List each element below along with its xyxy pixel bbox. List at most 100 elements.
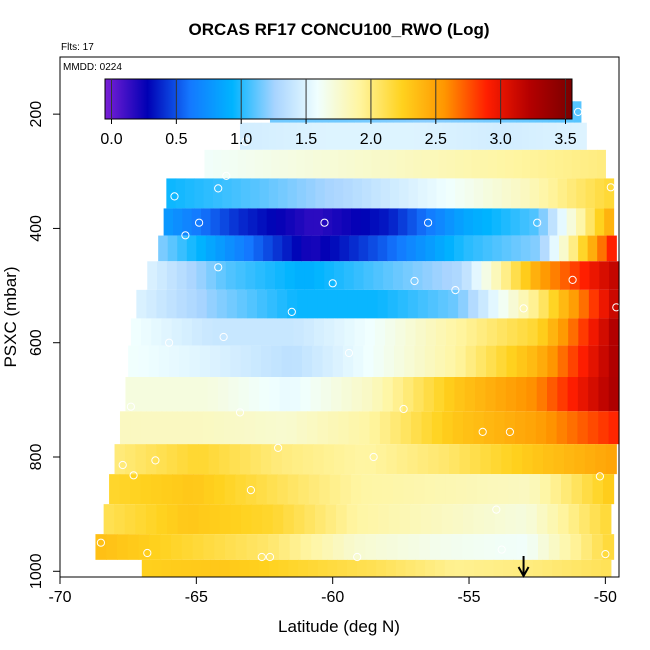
- heatmap-cell: [579, 261, 591, 290]
- heatmap-cell: [445, 345, 456, 377]
- heatmap-cell: [547, 377, 558, 412]
- heatmap-cell: [275, 261, 286, 290]
- heatmap-cell: [532, 559, 544, 577]
- data-point: [246, 486, 255, 495]
- heatmap-cell: [547, 208, 558, 236]
- heatmap-cell: [361, 474, 373, 505]
- heatmap-cell: [256, 474, 268, 505]
- heatmap-cell: [172, 474, 184, 505]
- heatmap-cell: [161, 474, 173, 505]
- heatmap-cell: [578, 318, 590, 346]
- heatmap-cell: [378, 504, 390, 535]
- heatmap-cell: [476, 474, 489, 505]
- heatmap-cell: [402, 261, 414, 290]
- heatmap-cell: [423, 377, 435, 412]
- heatmap-cell: [387, 235, 398, 262]
- heatmap-cell: [427, 289, 439, 319]
- heatmap-cell: [444, 559, 456, 577]
- heatmap-cell: [207, 377, 219, 412]
- heatmap-cell: [351, 377, 363, 412]
- heatmap-cell: [249, 559, 260, 577]
- heatmap-cell: [493, 559, 504, 577]
- heatmap-cell: [356, 559, 368, 577]
- colorbar-tick-label: 2.5: [425, 131, 447, 148]
- heatmap-cell: [343, 534, 356, 560]
- heatmap-cell: [354, 444, 366, 475]
- heatmap-cell: [420, 504, 432, 535]
- heatmap-cell: [197, 377, 209, 412]
- heatmap-cell: [473, 235, 484, 262]
- heatmap-cell: [515, 504, 527, 535]
- heatmap-cell: [140, 474, 152, 505]
- heatmap-cell: [597, 149, 606, 179]
- heatmap-cell: [281, 345, 293, 377]
- heatmap-cell: [262, 504, 274, 535]
- heatmap-cell: [235, 261, 247, 290]
- heatmap-cell: [527, 318, 539, 346]
- colorbar-ticks: 0.0 0.5 1.0 1.5 2.0 2.5 3.0 3.5: [100, 79, 577, 148]
- data-point: [241, 137, 250, 146]
- heatmap-cell: [276, 208, 287, 236]
- heatmap-cell: [538, 289, 550, 319]
- heatmap-cell: [567, 377, 579, 412]
- heatmap-cell: [537, 318, 549, 346]
- heatmap-cell: [268, 559, 280, 577]
- heatmap-cell: [317, 411, 329, 445]
- heatmap-cell: [494, 411, 506, 445]
- heatmap-cell: [294, 261, 306, 290]
- marker-arrow-head: [517, 566, 530, 579]
- heatmap-cell: [604, 178, 615, 209]
- heatmap-cell: [210, 208, 221, 236]
- heatmap-cell: [325, 504, 337, 535]
- heatmap-cell: [563, 149, 573, 179]
- colorbar-tick-label: 0.0: [100, 131, 122, 148]
- heatmap-cell: [283, 122, 292, 150]
- heatmap-cell: [304, 149, 314, 179]
- heatmap-cell: [257, 534, 269, 560]
- heatmap-cell: [117, 534, 129, 560]
- heatmap-cell: [354, 318, 366, 346]
- heatmap-cell: [329, 149, 339, 179]
- y-tick-label: 200: [28, 101, 45, 128]
- heatmap-cell: [589, 504, 601, 535]
- data-point: [451, 286, 460, 295]
- heatmap-cell: [449, 444, 461, 475]
- heatmap-cell: [351, 208, 362, 236]
- heatmap-cell: [312, 345, 324, 377]
- heatmap-cell: [382, 377, 394, 412]
- heatmap-cell: [300, 377, 312, 412]
- heatmap-cell: [363, 261, 374, 290]
- heatmap-cell: [333, 122, 342, 150]
- heatmap-cell: [187, 444, 199, 475]
- heatmap-cell: [379, 411, 391, 445]
- heatmap-cell: [346, 149, 356, 179]
- heatmap-cell: [186, 289, 198, 319]
- heatmap-cell: [251, 504, 263, 535]
- heatmap-cell: [587, 235, 598, 262]
- heatmap-cell: [286, 411, 298, 445]
- heatmap-cell: [571, 149, 581, 179]
- heatmap-cell: [548, 289, 560, 319]
- heatmap-cell: [272, 235, 283, 262]
- heatmap-cell: [176, 261, 188, 290]
- heatmap-cell: [379, 208, 390, 236]
- heatmap-cell: [501, 235, 512, 262]
- heatmap-cell: [578, 345, 589, 377]
- heatmap-cell: [156, 444, 168, 475]
- heatmap-cell: [431, 411, 443, 445]
- heatmap-cell: [405, 559, 416, 577]
- heatmap-cell: [298, 559, 309, 577]
- heatmap-cell: [289, 534, 302, 560]
- heatmap-cell: [568, 504, 580, 535]
- heatmap-cell: [193, 474, 205, 505]
- heatmap-cell: [224, 534, 237, 560]
- heatmap-cell: [568, 318, 579, 346]
- data-point: [328, 279, 337, 288]
- heatmap-cell: [608, 377, 620, 412]
- x-tick-label: -55: [457, 589, 480, 606]
- heatmap-cell: [146, 377, 157, 412]
- heatmap-cell: [535, 411, 547, 445]
- heatmap-cell: [574, 444, 586, 475]
- heatmap-cell: [166, 289, 178, 319]
- heatmap-cell: [392, 474, 404, 505]
